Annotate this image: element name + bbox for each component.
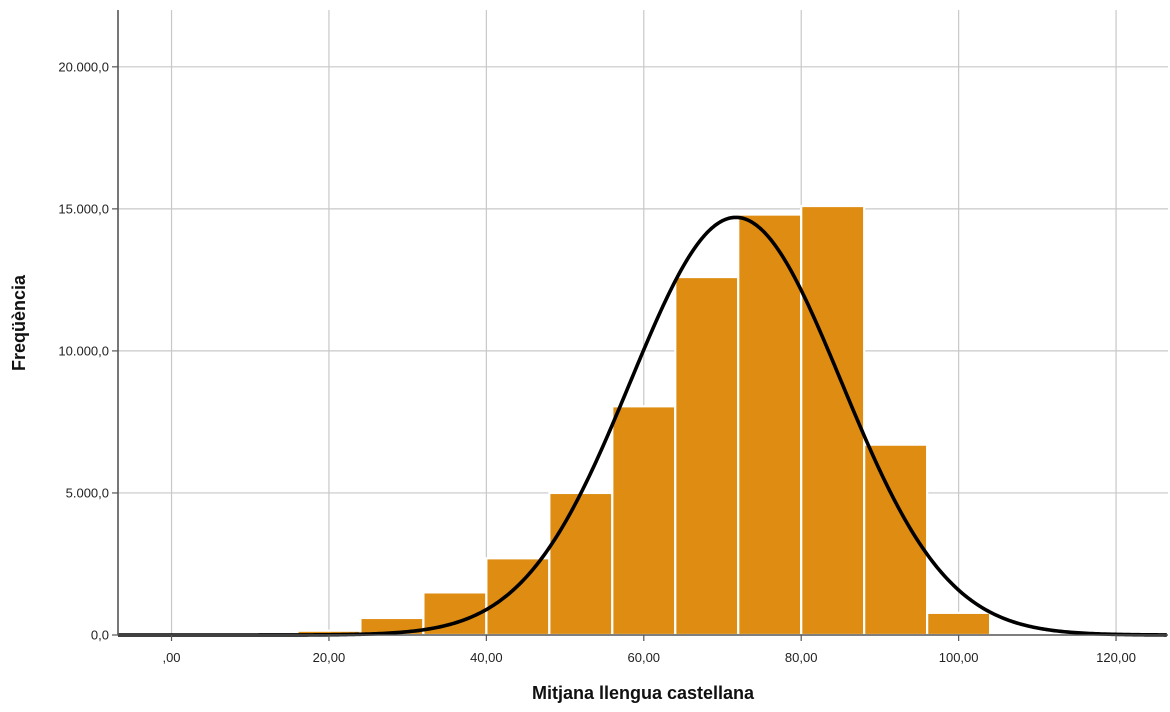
tick-labels: 0,0 5.000,0 10.000,0 15.000,0 20.000,0 ,00 20,… — [58, 59, 1136, 665]
y-tick-label: 5.000,0 — [66, 485, 109, 500]
histogram-bar — [800, 204, 866, 637]
x-tick-label: 80,00 — [785, 650, 818, 665]
x-tick-label: 40,00 — [470, 650, 503, 665]
histogram-bar — [737, 213, 803, 637]
y-tick-label: 20.000,0 — [58, 59, 109, 74]
y-tick-label: 15.000,0 — [58, 201, 109, 216]
histogram-bar — [611, 405, 677, 637]
x-tick-label: 120,00 — [1096, 650, 1136, 665]
histogram-bars — [296, 204, 992, 637]
y-tick-label: 10.000,0 — [58, 343, 109, 358]
x-axis-title: Mitjana llengua castellana — [532, 683, 755, 703]
histogram-bar — [926, 611, 992, 637]
y-tick-label: 0,0 — [91, 628, 109, 643]
histogram-bar — [485, 557, 551, 637]
x-tick-label: 60,00 — [628, 650, 661, 665]
x-tick-label: 100,00 — [939, 650, 979, 665]
y-axis-title: Freqüència — [9, 274, 29, 371]
x-tick-label: ,00 — [162, 650, 180, 665]
x-tick-label: 20,00 — [313, 650, 346, 665]
histogram-bar — [674, 275, 740, 637]
histogram-bar — [548, 491, 614, 637]
axes — [112, 10, 1168, 641]
